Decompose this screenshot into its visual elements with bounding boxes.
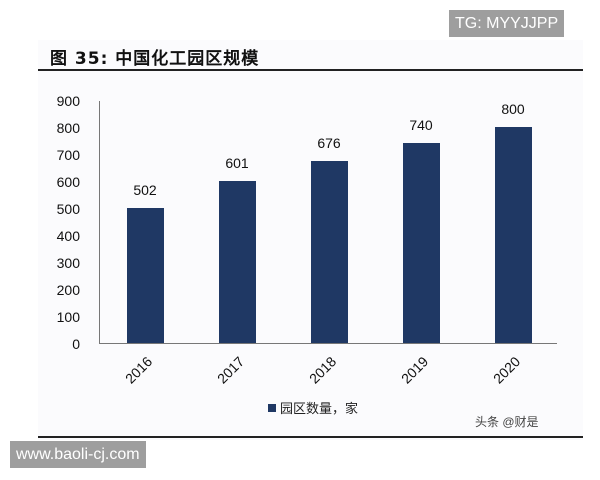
y-tick: 800 (56, 120, 80, 136)
y-tick: 500 (56, 201, 80, 217)
y-tick: 600 (56, 174, 80, 190)
title-rule (38, 69, 583, 71)
y-axis-line (99, 101, 100, 344)
figure-title: 图 35: 中国化工园区规模 (50, 49, 260, 69)
bar-2019 (403, 143, 440, 343)
legend: 园区数量，家 (268, 398, 358, 417)
y-tick: 100 (56, 309, 80, 325)
x-axis-line (99, 343, 557, 344)
y-tick: 0 (72, 336, 80, 352)
legend-label: 园区数量，家 (280, 402, 359, 417)
data-label: 502 (133, 182, 157, 198)
bar-2020 (495, 127, 532, 343)
bar-2018 (311, 161, 348, 343)
source-credit: 头条 @财是 (475, 415, 539, 429)
bottom-rule (38, 436, 583, 438)
data-label: 800 (501, 101, 525, 117)
data-label: 601 (225, 155, 249, 171)
bar-2016 (127, 208, 164, 343)
data-label: 740 (409, 117, 433, 133)
y-tick: 700 (56, 147, 80, 163)
data-label: 676 (317, 135, 341, 151)
watermark-top: TG: MYYJJPP (449, 10, 565, 37)
y-tick: 900 (56, 93, 80, 109)
legend-swatch (268, 403, 276, 412)
bar-2017 (219, 181, 256, 343)
y-tick: 300 (56, 255, 80, 271)
watermark-bottom: www.baoli-cj.com (10, 441, 146, 468)
y-tick: 400 (56, 228, 80, 244)
y-tick: 200 (56, 282, 80, 298)
